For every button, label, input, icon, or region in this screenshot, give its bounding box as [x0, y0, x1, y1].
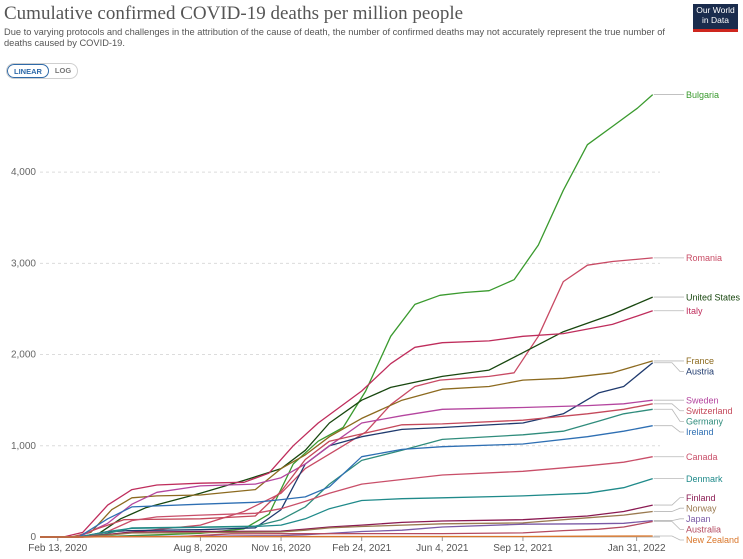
series-label-united-states: United States [686, 292, 741, 302]
series-label-france: France [686, 356, 714, 366]
label-connector [653, 425, 684, 433]
log-scale-button[interactable]: LOG [54, 66, 72, 75]
y-tick-label: 0 [30, 532, 36, 543]
series-label-romania: Romania [686, 253, 722, 263]
series-label-sweden: Sweden [686, 395, 719, 405]
series-label-ireland: Ireland [686, 427, 714, 437]
label-connector [653, 535, 684, 541]
y-tick-label: 4,000 [11, 167, 36, 178]
label-connector [653, 362, 684, 372]
x-tick-label: Jun 4, 2021 [416, 543, 469, 554]
y-tick-label: 3,000 [11, 258, 36, 269]
x-tick-label: Aug 8, 2020 [173, 543, 227, 554]
label-connector [653, 518, 684, 521]
series-label-canada: Canada [686, 452, 718, 462]
series-line-finland [40, 504, 653, 538]
series-label-finland: Finland [686, 493, 716, 503]
series-line-canada [40, 456, 653, 538]
label-connector [653, 408, 684, 422]
scale-toggle[interactable]: LINEAR LOG [6, 63, 79, 79]
series-line-austria [40, 362, 654, 538]
y-tick-label: 1,000 [11, 441, 36, 452]
series-line-italy [40, 310, 653, 538]
series-line-norway [40, 510, 653, 538]
series-line-france [40, 360, 653, 538]
logo-accent-bar [693, 29, 738, 32]
series-label-norway: Norway [686, 503, 717, 513]
series-label-australia: Australia [686, 525, 721, 535]
y-tick-label: 2,000 [11, 350, 36, 361]
series-label-new-zealand: New Zealand [686, 535, 739, 545]
series-label-switzerland: Switzerland [686, 406, 733, 416]
x-tick-label: Jan 31, 2022 [608, 543, 666, 554]
x-tick-label: Feb 13, 2020 [28, 543, 87, 554]
chart-title: Cumulative confirmed COVID-19 deaths per… [4, 3, 464, 24]
series-label-japan: Japan [686, 514, 711, 524]
logo-line-2: in Data [702, 14, 729, 25]
series-line-switzerland [40, 403, 653, 538]
label-connector [653, 497, 684, 506]
series-line-ireland [40, 425, 653, 538]
chart-subtitle: Due to varying protocols and challenges … [4, 27, 665, 48]
series-label-italy: Italy [686, 306, 703, 316]
x-tick-label: Feb 24, 2021 [332, 543, 391, 554]
label-connector [653, 507, 684, 512]
label-connector [653, 403, 684, 412]
series-label-bulgaria: Bulgaria [686, 90, 719, 100]
series-line-new-zealand [40, 535, 653, 538]
series-label-germany: Germany [686, 417, 724, 427]
x-tick-label: Nov 16, 2020 [251, 543, 311, 554]
logo-line-1: Our World [696, 5, 735, 15]
x-tick-label: Sep 12, 2021 [493, 543, 553, 554]
owid-logo[interactable]: Our World in Data [693, 4, 738, 32]
series-label-austria: Austria [686, 367, 714, 377]
series-line-denmark [40, 477, 653, 538]
series-line-romania [40, 257, 653, 538]
series-label-denmark: Denmark [686, 474, 723, 484]
linear-scale-button[interactable]: LINEAR [7, 64, 49, 78]
label-connector [653, 521, 684, 530]
